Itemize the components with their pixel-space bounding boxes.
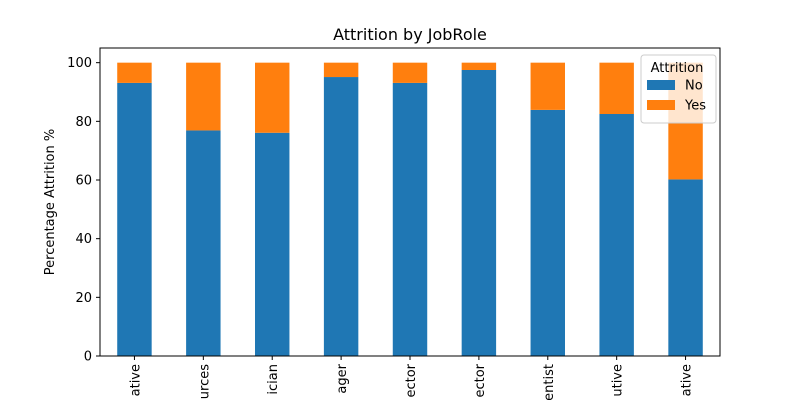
- legend-label-no: No: [685, 79, 703, 94]
- y-axis-label: Percentage Attrition %: [43, 129, 58, 275]
- bar-yes-7: [599, 62, 634, 114]
- bar-no-8: [668, 179, 703, 356]
- bar-no-4: [392, 82, 428, 356]
- legend-swatch-yes: [647, 100, 675, 110]
- y-tick-label-2: 40: [75, 232, 92, 247]
- y-tick-label-3: 60: [75, 174, 92, 189]
- x-tick-label-1: urces: [197, 364, 212, 399]
- x-axis: ative urces ician ager ector ector entist utive…: [128, 356, 695, 400]
- bar-yes-5: [461, 62, 497, 70]
- bar-no-1: [186, 130, 221, 356]
- bar-no-5: [461, 70, 497, 356]
- y-tick-label-4: 80: [75, 115, 92, 130]
- y-tick-label-0: 0: [84, 350, 92, 365]
- plot-area: [117, 62, 703, 356]
- y-axis: 0 20 40 60 80 100: [67, 56, 100, 365]
- x-tick-label-8: ative: [680, 364, 695, 396]
- x-tick-label-0: ative: [128, 364, 143, 396]
- chart-title: Attrition by JobRole: [333, 25, 487, 44]
- bar-no-6: [530, 109, 565, 356]
- x-tick-label-4: ector: [404, 363, 419, 397]
- bar-yes-3: [323, 62, 359, 78]
- bar-yes-6: [530, 62, 565, 110]
- bar-no-2: [255, 132, 290, 356]
- x-tick-label-7: utive: [611, 364, 626, 397]
- x-tick-label-3: ager: [335, 363, 350, 393]
- bar-yes-4: [392, 62, 428, 83]
- bar-yes-1: [186, 62, 221, 131]
- legend-title: Attrition: [651, 61, 704, 76]
- legend-swatch-no: [647, 80, 675, 90]
- x-tick-label-2: ician: [266, 364, 281, 395]
- bar-no-3: [323, 77, 359, 356]
- legend: Attrition No Yes: [640, 54, 717, 124]
- y-tick-label-1: 20: [75, 291, 92, 306]
- x-tick-label-5: ector: [473, 363, 488, 397]
- bar-no-7: [599, 114, 634, 356]
- legend-label-yes: Yes: [684, 99, 706, 114]
- bar-no-0: [117, 82, 152, 356]
- bar-yes-2: [255, 62, 290, 133]
- x-tick-label-6: entist: [542, 364, 557, 400]
- y-tick-label-5: 100: [67, 56, 92, 71]
- bar-yes-0: [117, 62, 152, 83]
